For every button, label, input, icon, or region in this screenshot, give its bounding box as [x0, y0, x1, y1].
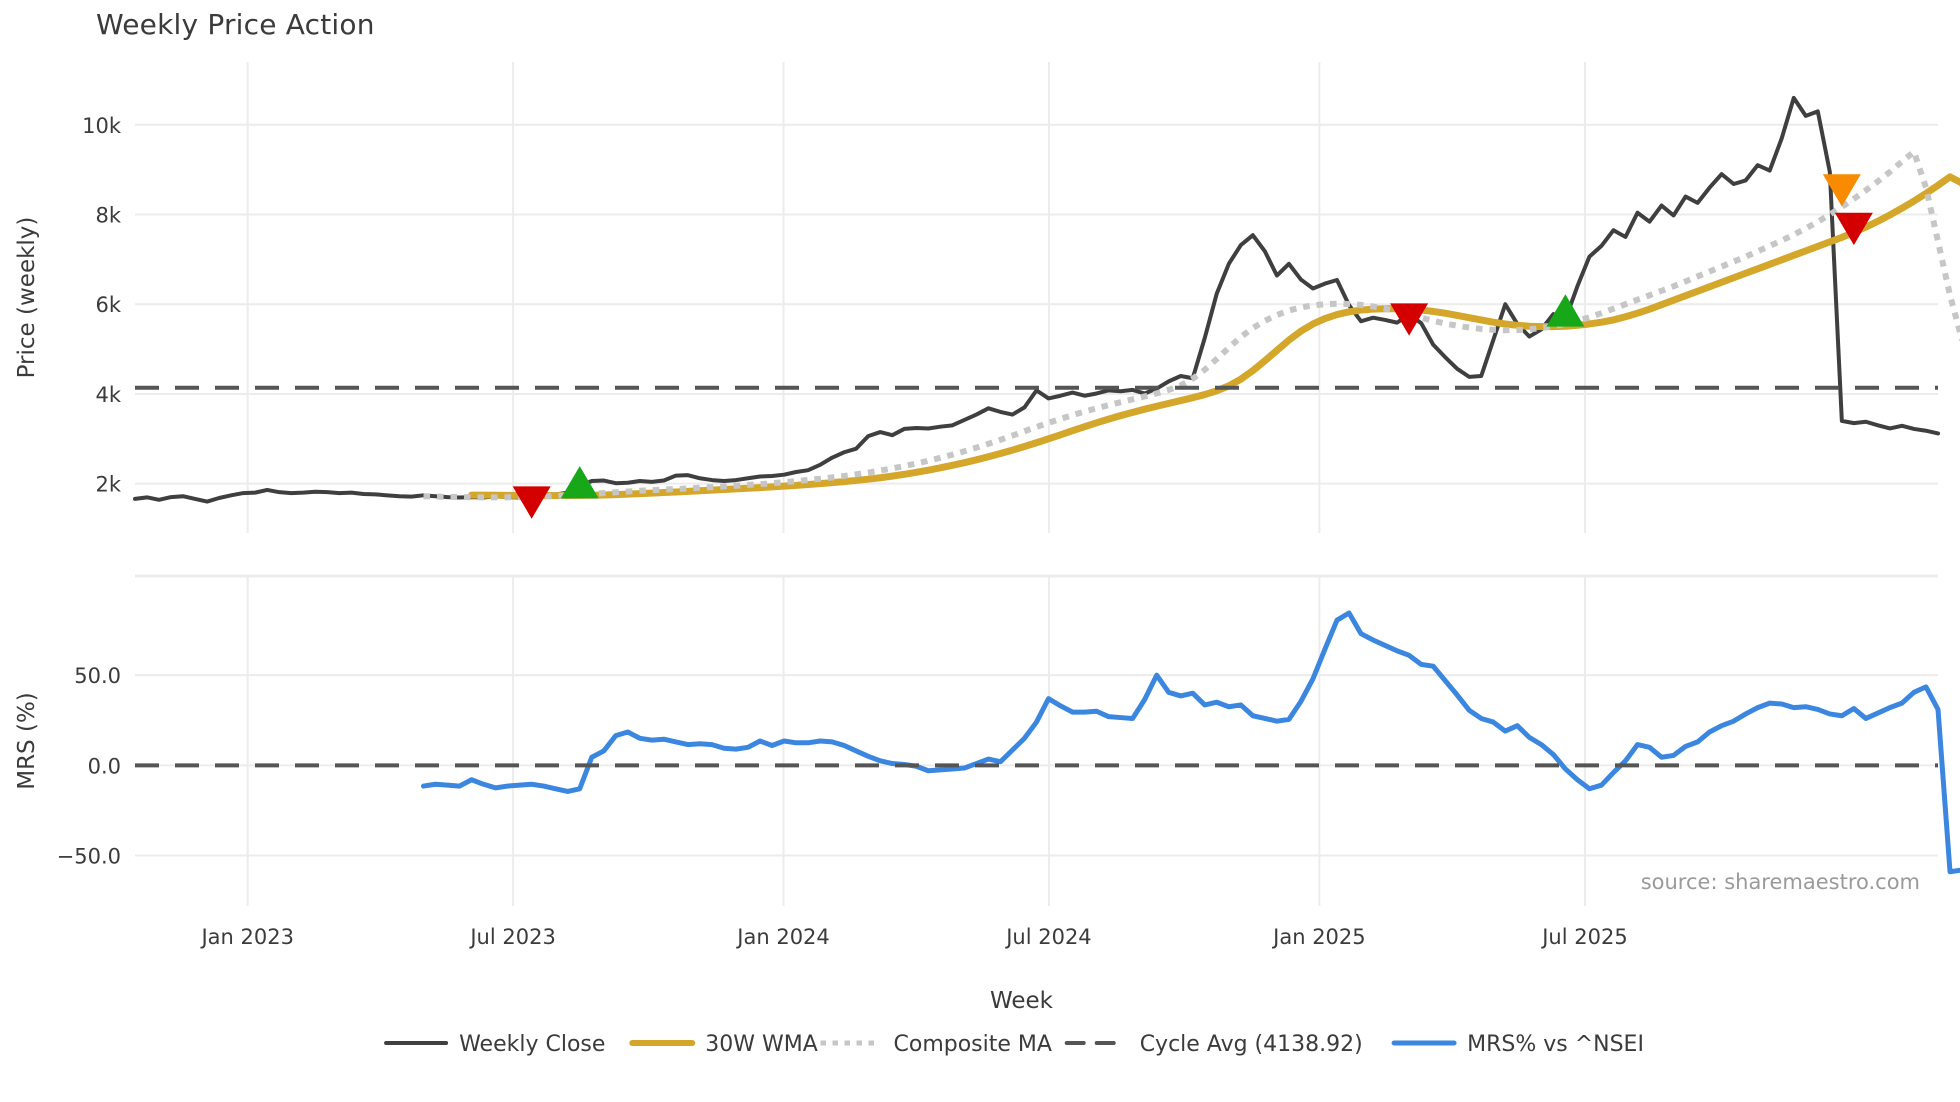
- sell-marker[interactable]: [1834, 212, 1873, 246]
- legend-label: Cycle Avg (4138.92): [1140, 1032, 1363, 1057]
- buy-marker[interactable]: [1546, 294, 1585, 327]
- price-ytick-label: 10k: [82, 114, 122, 138]
- price-ytick-label: 8k: [95, 204, 121, 228]
- series-composite-ma: [423, 148, 1960, 501]
- price-ytick-label: 2k: [95, 473, 121, 497]
- legend-item[interactable]: Cycle Avg (4138.92): [1064, 1032, 1363, 1057]
- legend-item[interactable]: Composite MA: [820, 1032, 1052, 1057]
- buy-marker[interactable]: [560, 466, 599, 499]
- x-tick-label: Jan 2025: [1271, 925, 1366, 949]
- sell-marker[interactable]: [1390, 303, 1429, 336]
- legend-item[interactable]: MRS% vs ^NSEI: [1391, 1032, 1644, 1057]
- price-ytick-label: 6k: [95, 293, 121, 317]
- x-tick-label: Jan 2023: [199, 925, 294, 949]
- legend-label: MRS% vs ^NSEI: [1467, 1032, 1644, 1057]
- series-30w-wma: [468, 173, 1960, 500]
- mrs-ytick-label: −50.0: [57, 845, 121, 869]
- legend-item[interactable]: 30W WMA: [629, 1032, 818, 1057]
- legend-item[interactable]: Weekly Close: [384, 1032, 605, 1057]
- legend-label: Weekly Close: [459, 1032, 605, 1057]
- x-tick-label: Jul 2025: [1540, 925, 1627, 949]
- page-title: Weekly Price Action: [96, 8, 375, 41]
- price-y-axis-title: Price (weekly): [14, 217, 40, 379]
- labels-layer: 2k 4k 6k 8k 10k −50.0 0.0 50.0 Jan 2023 Jul 2023 J…: [14, 114, 1920, 1014]
- sell-marker[interactable]: [512, 486, 551, 519]
- x-tick-label: Jul 2024: [1004, 925, 1091, 949]
- series-weekly-close: [133, 95, 1940, 504]
- mrs-y-axis-title: MRS (%): [14, 692, 40, 790]
- x-tick-label: Jan 2024: [735, 925, 830, 949]
- mrs-panel: [135, 574, 1960, 906]
- price-panel: [133, 62, 1960, 533]
- mrs-ytick-label: 50.0: [74, 664, 121, 688]
- exit-marker[interactable]: [1822, 174, 1861, 207]
- mrs-ytick-label: 0.0: [88, 754, 121, 778]
- legend-label: 30W WMA: [705, 1032, 818, 1057]
- source-watermark: source: sharemaestro.com: [1641, 870, 1920, 894]
- legend-layer: Weekly Close 30W WMA Composite MA Cycle Avg…: [384, 1032, 1644, 1057]
- x-tick-label: Jul 2023: [468, 925, 555, 949]
- series-mrs-pct: [420, 610, 1960, 875]
- x-axis-title: Week: [990, 988, 1054, 1014]
- price-ytick-label: 4k: [95, 383, 121, 407]
- legend-label: Composite MA: [894, 1032, 1052, 1057]
